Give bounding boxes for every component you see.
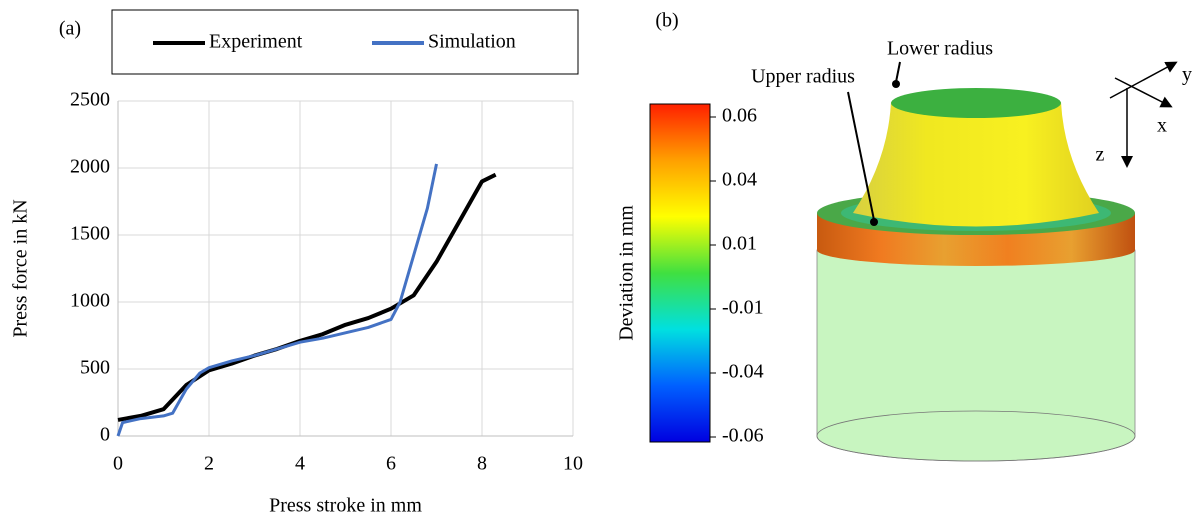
colorbar-tick-label: 0.04 <box>722 169 757 191</box>
data-line <box>118 164 437 436</box>
x-tick-label: 10 <box>563 453 583 475</box>
colorbar-tick-label: -0.06 <box>722 425 764 447</box>
colorbar-tick-label: 0.01 <box>722 233 757 255</box>
legend-label: Experiment <box>209 31 303 53</box>
y-tick-label: 1500 <box>70 223 110 245</box>
panel-label: (a) <box>59 18 81 40</box>
axis-label: z <box>1096 144 1105 166</box>
annotation: Upper radius <box>751 66 855 88</box>
colorbar <box>650 104 710 442</box>
x-tick-label: 0 <box>113 453 123 475</box>
x-tick-label: 8 <box>477 453 487 475</box>
axis-label: x <box>1157 115 1167 137</box>
colorbar-tick-label: -0.01 <box>722 297 764 319</box>
colorbar-tick-label: 0.06 <box>722 105 757 127</box>
colorbar-tick-label: -0.04 <box>722 361 764 383</box>
colorbar-title: Deviation in mm <box>616 205 638 341</box>
data-line <box>118 175 496 420</box>
annotation: Lower radius <box>887 38 993 60</box>
x-tick-label: 4 <box>295 453 305 475</box>
y-tick-label: 0 <box>100 424 110 446</box>
y-tick-label: 500 <box>80 357 110 379</box>
y-tick-label: 2000 <box>70 156 110 178</box>
y-tick-label: 1000 <box>70 290 110 312</box>
part-render <box>817 88 1135 461</box>
x-axis-title: Press stroke in mm <box>269 495 422 517</box>
axis-label: y <box>1182 64 1192 86</box>
x-tick-label: 6 <box>386 453 396 475</box>
y-axis-title: Press force in kN <box>10 199 32 337</box>
figure: Lower radius Upper radius x y z (a) 0 500 1… <box>0 0 1195 521</box>
panel-label: (b) <box>655 10 678 32</box>
legend-label: Simulation <box>428 31 516 53</box>
x-tick-label: 2 <box>204 453 214 475</box>
y-tick-label: 2500 <box>70 89 110 111</box>
